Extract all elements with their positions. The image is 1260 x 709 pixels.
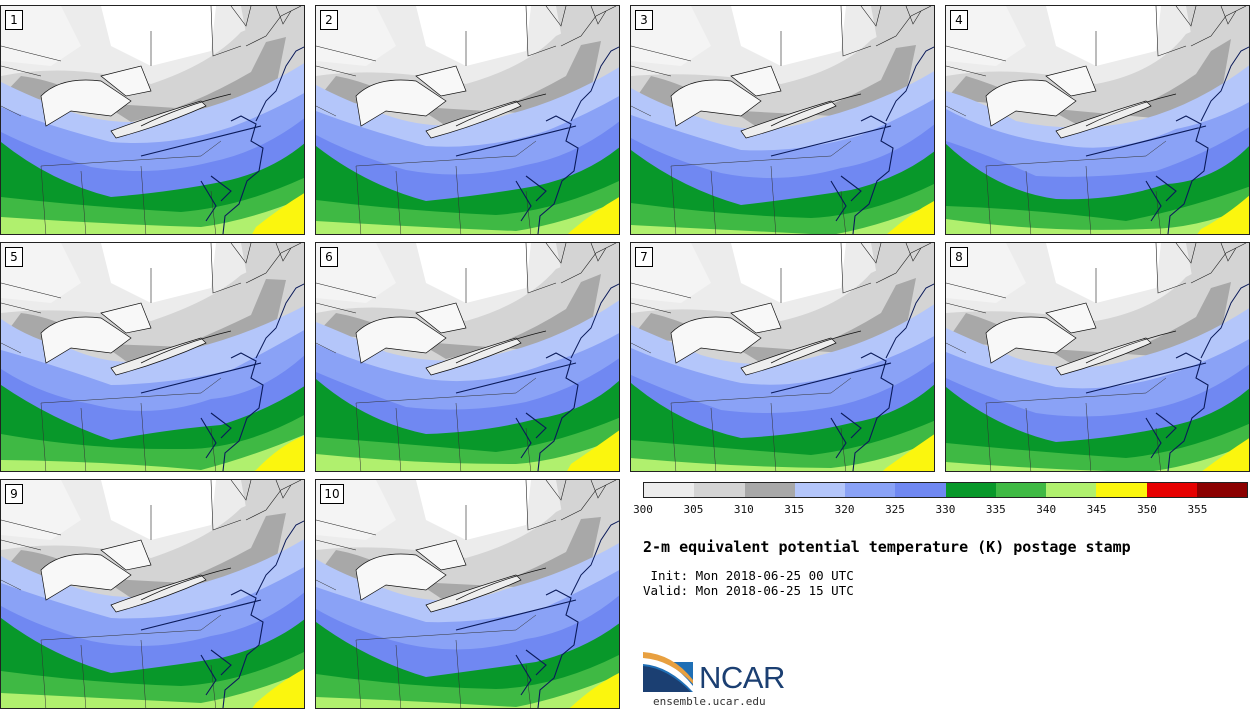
chart-title: 2-m equivalent potential temperature (K)… (643, 538, 1131, 556)
postage-stamp-map: 7 (630, 242, 935, 472)
colorbar-tick-label: 345 (1086, 503, 1107, 516)
member-number-label: 9 (5, 484, 23, 504)
colorbar-segment (895, 483, 946, 497)
member-number-label: 2 (320, 10, 338, 30)
colorbar-segment (794, 483, 845, 497)
postage-stamp-map: 5 (0, 242, 305, 472)
member-number-label: 5 (5, 247, 23, 267)
postage-stamp-map: 2 (315, 5, 620, 235)
member-number-label: 4 (950, 10, 968, 30)
colorbar-segment (845, 483, 896, 497)
postage-stamp-map: 6 (315, 242, 620, 472)
colorbar-tick-label: 355 (1187, 503, 1208, 516)
site-url: ensemble.ucar.edu (653, 695, 766, 708)
colorbar-segment (1146, 483, 1197, 497)
colorbar-tick-label: 340 (1036, 503, 1057, 516)
init-time: Init: Mon 2018-06-25 00 UTC (643, 568, 854, 583)
colorbar-segment (995, 483, 1046, 497)
member-number-label: 1 (5, 10, 23, 30)
colorbar-tick-label: 325 (885, 503, 905, 516)
valid-time: Valid: Mon 2018-06-25 15 UTC (643, 583, 854, 598)
colorbar-segment (1096, 483, 1147, 497)
colorbar-segment (1196, 483, 1247, 497)
member-number-label: 6 (320, 247, 338, 267)
member-number-label: 10 (320, 484, 344, 504)
colorbar-segment (694, 483, 745, 497)
colorbar-segment (1046, 483, 1097, 497)
colorbar-tick-label: 350 (1137, 503, 1157, 516)
colorbar-segment (744, 483, 795, 497)
member-number-label: 7 (635, 247, 653, 267)
colorbar-segment (644, 483, 695, 497)
colorbar (643, 482, 1248, 498)
colorbar-tick-label: 310 (733, 503, 754, 516)
postage-stamp-map: 9 (0, 479, 305, 709)
colorbar-tick-label: 335 (985, 503, 1006, 516)
member-number-label: 3 (635, 10, 653, 30)
colorbar-tick-label: 320 (834, 503, 855, 516)
colorbar-segment (945, 483, 996, 497)
postage-stamp-map: 4 (945, 5, 1250, 235)
colorbar-tick-label: 305 (683, 503, 704, 516)
ncar-logo-text: NCAR (699, 660, 785, 695)
ncar-logo-icon (643, 652, 693, 692)
postage-stamp-map: 8 (945, 242, 1250, 472)
postage-stamp-map: 1 (0, 5, 305, 235)
member-number-label: 8 (950, 247, 968, 267)
postage-stamp-map: 3 (630, 5, 935, 235)
colorbar-tick-label: 300 (633, 503, 653, 516)
postage-stamp-map: 10 (315, 479, 620, 709)
colorbar-tick-label: 315 (784, 503, 805, 516)
colorbar-tick-label: 330 (935, 503, 956, 516)
